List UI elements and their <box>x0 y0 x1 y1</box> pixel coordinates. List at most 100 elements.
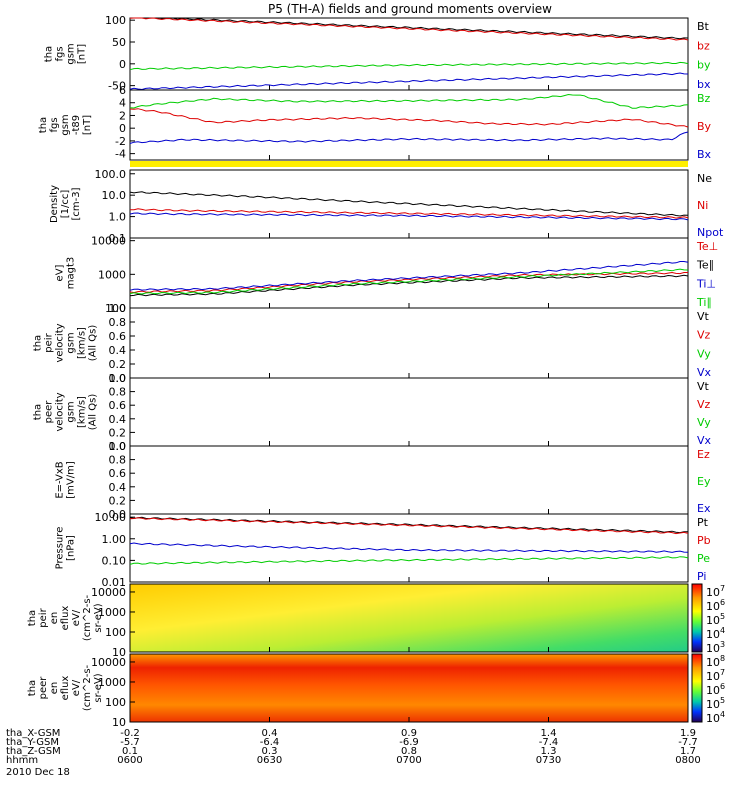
density-ytick-label: 1.0 <box>109 211 127 224</box>
peir-velocity-legend-entry: Vz <box>697 329 711 342</box>
peir-spectrogram-colorbar-exponent: 6 <box>720 598 725 607</box>
ephemeris-label: tha_X-GSM <box>6 728 60 739</box>
peir-spectrogram-colorbar-exponent: 7 <box>720 584 725 593</box>
peir-spectrogram-ytick-label: 1000 <box>98 606 126 619</box>
temperature-series-3 <box>129 268 689 295</box>
peer-spectrogram-colorbar-exponent: 7 <box>720 668 725 677</box>
ephemeris-label: tha_Y-GSM <box>6 737 59 748</box>
peir-spectrogram-ylabel: sr-eV) <box>93 603 104 632</box>
peer-velocity-ytick-label: 1.0 <box>109 372 127 385</box>
ephemeris-value: -6.4 <box>260 737 280 748</box>
peir-velocity-ytick-label: 0.6 <box>109 330 127 343</box>
ephemeris-label: tha_Z-GSM <box>6 746 61 757</box>
mode-bar <box>130 161 688 167</box>
ephemeris-value: 1.7 <box>680 746 696 757</box>
peer-velocity-ylabel: gsm <box>66 401 77 422</box>
peir-velocity-ylabel: (All Qs) <box>88 325 99 362</box>
peir-velocity-legend-entry: Vx <box>697 366 712 379</box>
peir-velocity-ylabel: gsm <box>66 332 77 353</box>
fgs-t89-ytick-label: -2 <box>115 135 126 148</box>
fgs-t89-ytick-label: 6 <box>119 84 126 97</box>
ephemeris-value: 0.3 <box>262 746 278 757</box>
density-legend-entry: Ne <box>697 172 712 185</box>
fgs-legend-entry: bx <box>697 78 711 91</box>
peer-velocity-ytick-label: 0.8 <box>109 386 127 399</box>
peir-spectrogram-colorbar-exponent: 5 <box>720 612 725 621</box>
ephemeris-value: 0.1 <box>122 746 138 757</box>
peer-velocity-legend-entry: Vy <box>697 416 711 429</box>
peir-spectrogram-ylabel: tha <box>27 610 38 626</box>
efield-ytick-label: 0.2 <box>109 494 127 507</box>
peer-velocity-ytick-label: 0.4 <box>109 413 127 426</box>
peer-velocity-ylabel: peer <box>44 400 55 424</box>
peer-spectrogram-ylabel: eV/ <box>71 679 82 696</box>
fgs-t89-ytick-label: -4 <box>115 148 126 161</box>
peir-spectrogram-ylabel: eV/ <box>71 609 82 626</box>
peer-spectrogram-colorbar-label: 10 <box>706 712 720 725</box>
peir-velocity-ylabel: velocity <box>55 323 66 362</box>
peir-velocity-ylabel: [km/s] <box>77 327 88 359</box>
peir-spectrogram-ylabel: en <box>49 612 60 625</box>
peir-velocity-ytick-label: 0.8 <box>109 316 127 329</box>
pressure-legend-entry: Pb <box>697 534 711 547</box>
peir-spectrogram-ylabel: peir <box>38 607 49 627</box>
density-ylabel: Density <box>49 185 60 223</box>
fgs-t89-ytick-label: 4 <box>119 97 126 110</box>
ephemeris-value: 0.9 <box>401 728 417 739</box>
ephemeris-value: -0.2 <box>120 728 140 739</box>
temperature-ytick-label: 1000 <box>98 268 126 281</box>
peer-spectrogram-ytick-label: 10000 <box>91 656 126 669</box>
fgs-t89-ylabel: -t89 <box>71 115 82 135</box>
ephemeris-value: -7.4 <box>539 737 559 748</box>
peir-spectrogram-colorbar-label: 10 <box>706 614 720 627</box>
density-series-0 <box>129 191 689 217</box>
peer-spectrogram-ylabel: tha <box>27 680 38 696</box>
efield-frame <box>129 445 689 515</box>
peir-spectrogram-colorbar <box>691 583 703 653</box>
peir-spectrogram-image <box>130 584 688 652</box>
peer-velocity-legend-entry: Vz <box>697 398 711 411</box>
fgs-ytick-label: 50 <box>112 36 126 49</box>
fgs-legend-entry: bz <box>697 39 710 52</box>
efield-ylabel: [mV/m] <box>66 461 77 499</box>
fgs-series-1 <box>129 17 689 41</box>
peer-spectrogram-ylabel: sr-eV) <box>93 673 104 702</box>
peir-spectrogram-ytick-label: 10 <box>112 646 126 659</box>
pressure-ytick-label: 0.01 <box>102 576 127 589</box>
pressure-legend-entry: Pt <box>697 516 709 529</box>
ephemeris-value: -6.9 <box>399 737 419 748</box>
fgs-t89-ylabel: [nT] <box>82 115 93 135</box>
date-label: 2010 Dec 18 <box>6 767 70 778</box>
peir-spectrogram-colorbar-exponent: 3 <box>720 640 725 649</box>
pressure-legend-entry: Pe <box>697 552 710 565</box>
fgs-t89-series-0 <box>129 93 689 109</box>
temperature-legend-entry: Te⊥ <box>696 240 718 253</box>
peer-spectrogram-colorbar-exponent: 6 <box>720 682 725 691</box>
ephemeris-value: 0800 <box>675 755 700 766</box>
peer-spectrogram-colorbar-exponent: 5 <box>720 696 725 705</box>
density-ytick-label: 0.1 <box>109 232 127 245</box>
peer-spectrogram-colorbar-exponent: 4 <box>720 710 725 719</box>
efield-ylabel: E=-VxB <box>55 461 66 498</box>
temperature-legend-entry: Ti⊥ <box>696 277 716 290</box>
density-ylabel: [1/cc] <box>60 190 71 219</box>
fgs-legend-entry: by <box>697 59 711 72</box>
pressure-legend-entry: Pi <box>697 570 706 583</box>
peir-spectrogram-colorbar-label: 10 <box>706 586 720 599</box>
peer-spectrogram-ylabel: en <box>49 682 60 695</box>
ephemeris-value: 0730 <box>536 755 561 766</box>
efield-legend-entry: Ez <box>697 448 710 461</box>
peer-spectrogram-colorbar-label: 10 <box>706 684 720 697</box>
peer-velocity-legend-entry: Vt <box>697 380 710 393</box>
density-ytick-label: 100.0 <box>95 168 127 181</box>
efield-ytick-label: 0.8 <box>109 454 127 467</box>
fgs-ylabel: [nT] <box>77 44 88 64</box>
peer-velocity-ytick-label: 0.6 <box>109 399 127 412</box>
peir-velocity-frame <box>129 307 689 379</box>
fgs-t89-series-1 <box>129 108 689 128</box>
peir-velocity-ytick-label: 1.0 <box>109 302 127 315</box>
